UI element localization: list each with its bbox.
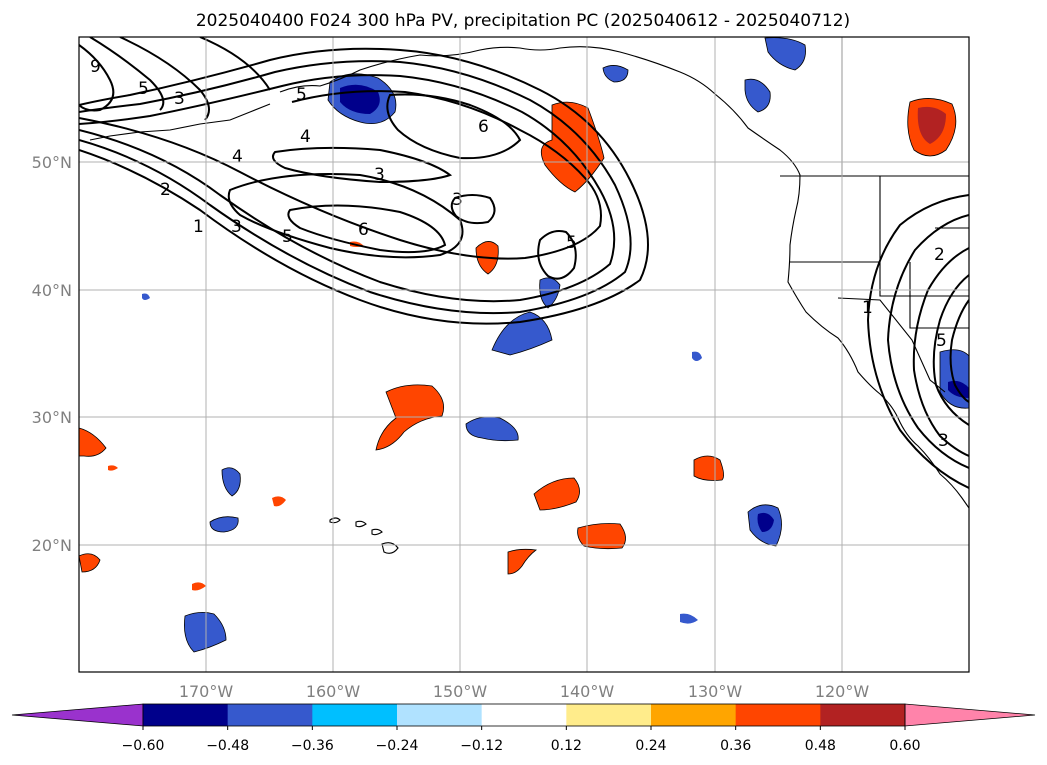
colorbar-extend-min [11, 703, 144, 727]
colorbar-tick-label: 0.36 [720, 738, 751, 754]
figure-title: 2025040400 F024 300 hPa PV, precipitatio… [196, 11, 850, 31]
pv-contours [79, 37, 969, 489]
colorbar-tick-label: 0.60 [889, 738, 920, 754]
pv-label: 1 [193, 217, 204, 237]
lat-tick: 30°N [32, 408, 72, 427]
colorbar-segment [651, 704, 737, 726]
pv-label: 4 [300, 127, 311, 147]
pv-label: 9 [90, 57, 101, 77]
colorbar-tick-label: 0.48 [805, 738, 836, 754]
pv-label: 6 [478, 117, 489, 137]
lat-tick: 50°N [32, 153, 72, 172]
lon-tick: 130°W [688, 682, 743, 701]
pv-label: 5 [566, 233, 577, 253]
blob-neg-bc [744, 78, 771, 113]
lon-tick-labels: 170°W 160°W 150°W 140°W 130°W 120°W [179, 682, 870, 701]
lon-tick: 150°W [433, 682, 488, 701]
colorbar-tick-label: 0.24 [635, 738, 666, 754]
pv-label: 2 [160, 180, 171, 200]
blob-neg-ak-panhandle [764, 37, 806, 71]
colorbar-tick-label: −0.24 [376, 738, 419, 754]
pv-label: 2 [934, 245, 945, 265]
map-panel: 9 5 3 5 4 4 3 6 3 6 2 1 3 5 5 2 1 5 3 [79, 37, 969, 672]
colorbar-tick-label: 0.12 [551, 738, 582, 754]
pv-label: 3 [938, 431, 949, 451]
colorbar-segment [735, 704, 821, 726]
pv-contour-labels: 9 5 3 5 4 4 3 6 3 6 2 1 3 5 5 2 1 5 3 [90, 57, 949, 451]
blob-neg-1 [602, 65, 629, 83]
pv-label: 5 [936, 331, 947, 351]
colorbar-segment [312, 704, 398, 726]
pv-label: 3 [174, 89, 185, 109]
colorbar-segment [397, 704, 483, 726]
colorbar-extend-max [904, 703, 1036, 727]
lat-tick-labels: 50°N 40°N 30°N 20°N [32, 153, 72, 555]
lat-tick: 40°N [32, 281, 72, 300]
colorbar-tick-label: −0.12 [460, 738, 503, 754]
colorbar-segment [143, 704, 229, 726]
colorbar-frame [142, 703, 906, 727]
pv-label: 5 [282, 227, 293, 247]
pv-label: 1 [862, 298, 873, 318]
colorbar-tick-label: −0.48 [206, 738, 249, 754]
pv-label: 6 [358, 220, 369, 240]
blob-pos-6 [693, 455, 724, 481]
blob-pos-8 [79, 427, 107, 457]
pv-label: 5 [296, 85, 307, 105]
precip-negative-blobs [142, 37, 969, 653]
lon-tick: 140°W [560, 682, 615, 701]
blob-pos-7 [507, 548, 538, 575]
lon-tick: 120°W [815, 682, 870, 701]
blob-pos-5 [577, 523, 626, 550]
colorbar: −0.60 −0.48 −0.36 −0.24 −0.12 0.12 0.24 0.36 0.4… [11, 703, 1036, 754]
blob-pos-4 [533, 477, 580, 511]
blob-pos-9 [79, 553, 101, 573]
colorbar-segment [566, 704, 652, 726]
blob-neg-6 [209, 516, 239, 533]
pv-label: 3 [231, 217, 242, 237]
colorbar-segment [227, 704, 313, 726]
lon-tick: 160°W [306, 682, 361, 701]
colorbar-tick-label: −0.60 [122, 738, 165, 754]
pv-label: 5 [138, 79, 149, 99]
lon-tick: 170°W [179, 682, 234, 701]
pv-label: 4 [232, 147, 243, 167]
pv-label: 3 [374, 165, 385, 185]
blob-neg-5 [221, 467, 241, 497]
pv-label: 3 [452, 190, 463, 210]
lat-tick: 20°N [32, 536, 72, 555]
colorbar-segment [820, 704, 906, 726]
colorbar-segment [481, 704, 567, 726]
gridlines [79, 37, 969, 672]
colorbar-tick-label: −0.36 [291, 738, 334, 754]
map-frame [78, 36, 970, 673]
